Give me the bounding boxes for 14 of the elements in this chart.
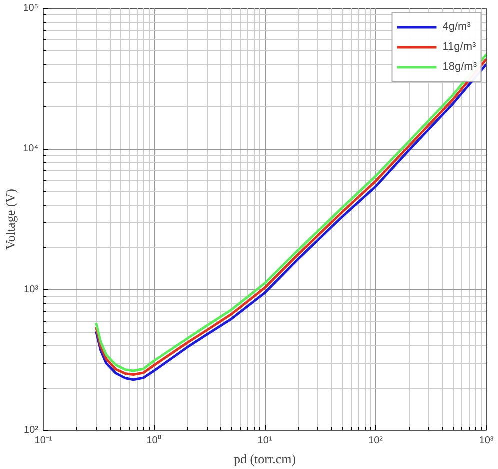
y-tick-label: 10³ <box>24 284 40 296</box>
x-axis-title: pd (torr.cm) <box>234 452 296 466</box>
legend-label: 4g/m³ <box>442 21 471 33</box>
y-tick-label: 10⁴ <box>23 144 38 155</box>
y-tick-label: 10⁵ <box>23 3 39 14</box>
x-tick-label: 10³ <box>479 436 494 446</box>
x-tick-label: 10⁻¹ <box>34 436 53 446</box>
y-axis-title: Voltage (V) <box>3 189 18 250</box>
x-tick-label: 10¹ <box>258 436 273 446</box>
legend-label: 18g/m³ <box>442 61 477 73</box>
x-tick-label: 10² <box>368 436 384 446</box>
legend-label: 11g/m³ <box>442 41 476 53</box>
x-tick-label: 10⁰ <box>146 434 162 446</box>
y-tick-label: 10² <box>24 425 40 436</box>
